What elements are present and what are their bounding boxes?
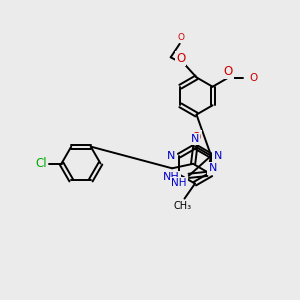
Text: CH₃: CH₃ xyxy=(174,201,192,211)
Text: N: N xyxy=(191,134,199,144)
Text: N: N xyxy=(167,151,176,161)
Text: NH: NH xyxy=(163,172,180,182)
Text: NH: NH xyxy=(171,178,187,188)
Text: O: O xyxy=(250,73,258,83)
Text: O: O xyxy=(178,33,185,42)
Text: Cl: Cl xyxy=(36,157,47,170)
Text: O: O xyxy=(176,52,185,65)
Text: O: O xyxy=(192,131,201,144)
Text: N: N xyxy=(214,151,222,161)
Text: N: N xyxy=(208,164,217,173)
Text: O: O xyxy=(224,64,233,78)
